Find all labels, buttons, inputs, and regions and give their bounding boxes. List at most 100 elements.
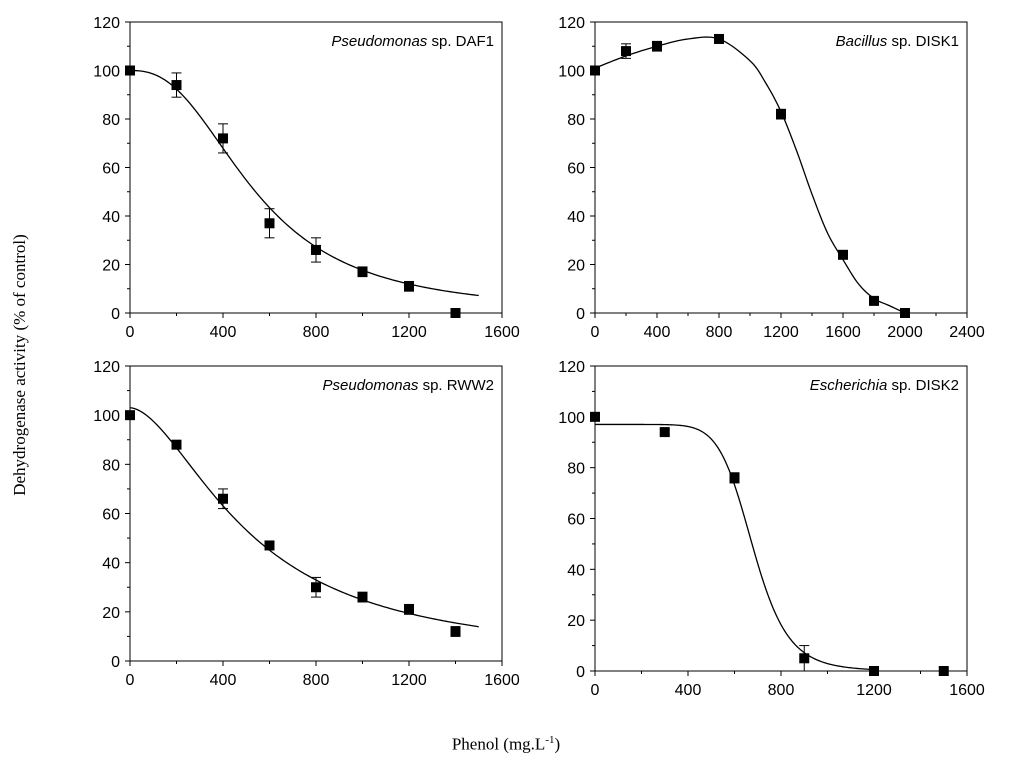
fit-curve xyxy=(594,36,906,314)
species-label-genus: Pseudomonas xyxy=(323,377,419,394)
species-label-genus: Bacillus xyxy=(836,33,888,50)
data-point xyxy=(171,439,182,450)
data-point xyxy=(218,133,228,144)
data-point xyxy=(900,308,910,318)
y-tick-label: 20 xyxy=(102,605,120,622)
y-tick-label: 60 xyxy=(102,507,120,524)
fit-curve xyxy=(595,423,875,671)
data-point xyxy=(357,592,368,603)
y-tick-label: 0 xyxy=(111,306,120,323)
y-axis-label: Dehydrogenase activity (% of control) xyxy=(10,234,29,496)
x-tick-label: 400 xyxy=(210,324,237,341)
x-axis-label-superscript: -1 xyxy=(545,734,555,746)
y-tick-label: 0 xyxy=(111,654,120,671)
x-tick-label: 800 xyxy=(768,682,795,699)
data-point xyxy=(125,410,135,421)
x-tick-label: 1600 xyxy=(484,672,520,689)
y-tick-label: 100 xyxy=(558,64,585,81)
data-point xyxy=(125,65,135,76)
x-tick-label: 1200 xyxy=(391,324,427,341)
x-tick-label: 0 xyxy=(591,682,600,699)
fit-curve xyxy=(129,69,479,297)
species-label: Pseudomonas sp. DAF1 xyxy=(331,33,494,50)
y-tick-label: 120 xyxy=(93,359,120,376)
y-tick-label: 120 xyxy=(93,15,120,32)
y-tick-label: 0 xyxy=(576,664,585,681)
species-label-strain: sp. DISK1 xyxy=(887,33,959,50)
data-point xyxy=(311,582,321,593)
y-tick-label: 40 xyxy=(102,556,120,573)
y-tick-label: 40 xyxy=(102,209,120,226)
x-axis-label-end: ) xyxy=(554,734,561,754)
y-tick-label: 40 xyxy=(567,562,585,579)
y-axis-label-wrap: Dehydrogenase activity (% of control) xyxy=(0,0,40,756)
species-label-genus: Pseudomonas xyxy=(331,33,427,50)
x-tick-label: 2400 xyxy=(949,324,985,341)
y-tick-label: 80 xyxy=(567,112,585,129)
x-axis-label-main: Phenol (mg.L xyxy=(451,734,546,754)
data-point xyxy=(729,472,740,483)
data-point xyxy=(869,666,879,676)
data-point xyxy=(450,626,461,637)
y-tick-label: 60 xyxy=(102,161,120,178)
x-tick-label: 0 xyxy=(591,324,600,341)
y-tick-label: 80 xyxy=(567,461,585,478)
x-tick-label: 0 xyxy=(126,672,135,689)
y-tick-label: 60 xyxy=(567,161,585,178)
data-point xyxy=(590,65,600,76)
fit-curve xyxy=(129,407,479,628)
y-tick-label: 80 xyxy=(102,112,120,129)
x-tick-label: 1200 xyxy=(763,324,799,341)
data-point xyxy=(938,666,949,676)
y-tick-label: 100 xyxy=(93,64,120,81)
x-tick-label: 800 xyxy=(303,672,330,689)
data-point xyxy=(171,80,182,91)
y-tick-label: 20 xyxy=(567,613,585,630)
plot-frame xyxy=(594,21,968,314)
x-tick-label: 400 xyxy=(644,324,671,341)
data-point xyxy=(869,295,879,306)
data-point xyxy=(264,540,275,551)
data-point xyxy=(838,249,848,260)
species-label: Bacillus sp. DISK1 xyxy=(836,33,959,50)
y-tick-label: 120 xyxy=(558,15,585,32)
y-tick-label: 40 xyxy=(567,209,585,226)
data-point xyxy=(311,244,321,255)
data-point xyxy=(621,46,631,57)
x-tick-label: 1200 xyxy=(391,672,427,689)
x-tick-label: 800 xyxy=(706,324,733,341)
plot-frame xyxy=(129,365,503,662)
data-point xyxy=(450,308,461,318)
y-tick-label: 120 xyxy=(558,359,585,376)
x-tick-label: 2000 xyxy=(887,324,923,341)
y-tick-label: 100 xyxy=(93,408,120,425)
data-point xyxy=(404,281,414,292)
y-tick-label: 20 xyxy=(102,258,120,275)
data-point xyxy=(652,41,662,52)
plot-frame xyxy=(129,21,503,314)
y-tick-label: 20 xyxy=(567,258,585,275)
x-tick-label: 1200 xyxy=(856,682,892,699)
data-point xyxy=(590,411,600,422)
y-tick-label: 60 xyxy=(567,512,585,529)
y-tick-label: 100 xyxy=(558,410,585,427)
data-point xyxy=(714,33,724,44)
x-tick-label: 1600 xyxy=(825,324,861,341)
x-tick-label: 400 xyxy=(210,672,237,689)
x-tick-label: 1600 xyxy=(949,682,985,699)
data-point xyxy=(659,427,670,438)
species-label: Escherichia sp. DISK2 xyxy=(810,377,959,394)
data-point xyxy=(264,218,275,229)
y-tick-label: 80 xyxy=(102,457,120,474)
x-axis-label: Phenol (mg.L-1) xyxy=(0,734,1012,755)
x-tick-label: 800 xyxy=(303,324,330,341)
x-tick-label: 1600 xyxy=(484,324,520,341)
species-label-strain: sp. DAF1 xyxy=(427,33,494,50)
data-point xyxy=(776,109,786,120)
